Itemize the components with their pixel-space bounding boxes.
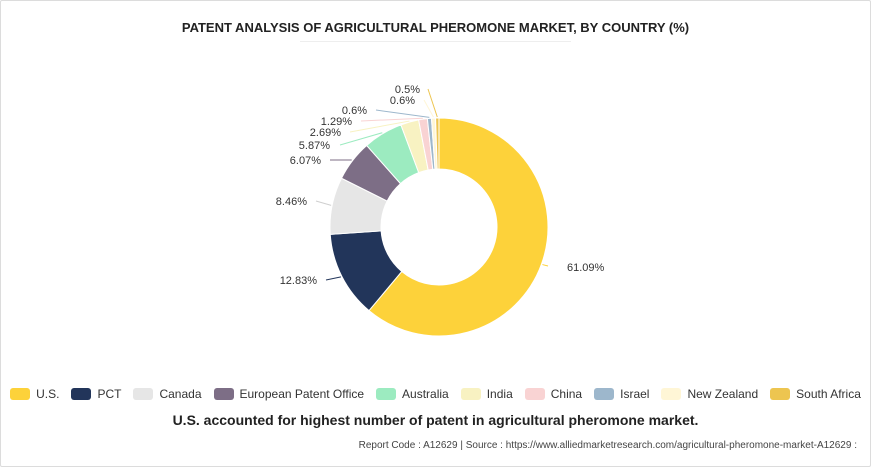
- label-leader-lines: [315, 88, 549, 281]
- slice-label-south-africa: 0.5%: [395, 84, 420, 96]
- slice-label-israel: 0.6%: [342, 105, 367, 117]
- slice-label-new-zealand: 0.6%: [390, 95, 415, 107]
- legend-swatch: [213, 388, 234, 400]
- legend-item-australia[interactable]: Australia: [376, 387, 449, 401]
- legend-swatch: [770, 388, 791, 400]
- slice-south-africa: [435, 117, 440, 170]
- leader-line-china: [360, 117, 423, 122]
- slice-label-u-s: 61.09%: [567, 262, 605, 274]
- donut-chart: 61.09%12.83%8.46%6.07%5.87%2.69%1.29%0.6…: [276, 84, 605, 337]
- legend-item-china[interactable]: China: [524, 387, 583, 401]
- legend-swatch: [376, 388, 397, 400]
- title-underline: [300, 41, 571, 42]
- slice-labels: 61.09%12.83%8.46%6.07%5.87%2.69%1.29%0.6…: [276, 84, 605, 287]
- legend-label: China: [550, 387, 583, 401]
- legend-swatch: [71, 388, 92, 400]
- leader-line-australia: [339, 132, 383, 146]
- legend-label: South Africa: [796, 387, 861, 401]
- leader-line-pct: [325, 276, 342, 281]
- legend-swatch: [133, 388, 154, 400]
- legend-item-india[interactable]: India: [460, 387, 513, 401]
- legend-label: PCT: [97, 387, 122, 401]
- leader-line-india: [349, 120, 410, 133]
- slice-label-china: 1.29%: [321, 116, 352, 128]
- legend-item-canada[interactable]: Canada: [133, 387, 202, 401]
- leader-line-u-s: [542, 264, 549, 267]
- legend-swatch: [10, 388, 31, 400]
- legend-label: European Patent Office: [239, 387, 365, 401]
- chart-legend: U.S. PCT Canada European Patent Office Austr…: [0, 386, 871, 402]
- slice-u-s: [368, 117, 549, 337]
- slice-label-india: 2.69%: [310, 127, 341, 139]
- chart-caption: U.S. accounted for highest number of pat…: [172, 412, 699, 428]
- legend-swatch: [594, 388, 615, 400]
- legend-label: Canada: [159, 387, 202, 401]
- leader-line-canada: [315, 200, 332, 206]
- legend-label: Israel: [620, 387, 650, 401]
- legend-item-european-patent-office[interactable]: European Patent Office: [213, 387, 365, 401]
- legend-swatch: [524, 388, 545, 400]
- leader-line-south-africa: [427, 88, 438, 118]
- chart-title: PATENT ANALYSIS OF AGRICULTURAL PHEROMON…: [181, 20, 690, 35]
- legend-item-pct[interactable]: PCT: [71, 387, 121, 401]
- legend-label: Australia: [402, 387, 449, 401]
- legend-item-israel[interactable]: Israel: [594, 387, 649, 401]
- legend-label: India: [486, 387, 513, 401]
- legend-label: U.S.: [36, 387, 60, 401]
- legend-label: New Zealand: [687, 387, 759, 401]
- legend-item-south-africa[interactable]: South Africa: [770, 387, 861, 401]
- slice-label-pct: 12.83%: [280, 275, 318, 287]
- slice-label-canada: 8.46%: [276, 196, 307, 208]
- slice-label-australia: 5.87%: [299, 140, 330, 152]
- leader-line-israel: [375, 109, 430, 118]
- legend-swatch: [661, 388, 682, 400]
- legend-item-u-s[interactable]: U.S.: [10, 387, 59, 401]
- legend-swatch: [460, 388, 481, 400]
- leader-line-new-zealand: [423, 99, 434, 118]
- source-footer: Report Code : A12629 | Source : https://…: [358, 440, 857, 451]
- legend-item-new-zealand[interactable]: New Zealand: [661, 387, 758, 401]
- donut-slices: [329, 117, 549, 337]
- slice-label-european-patent-office: 6.07%: [290, 155, 321, 167]
